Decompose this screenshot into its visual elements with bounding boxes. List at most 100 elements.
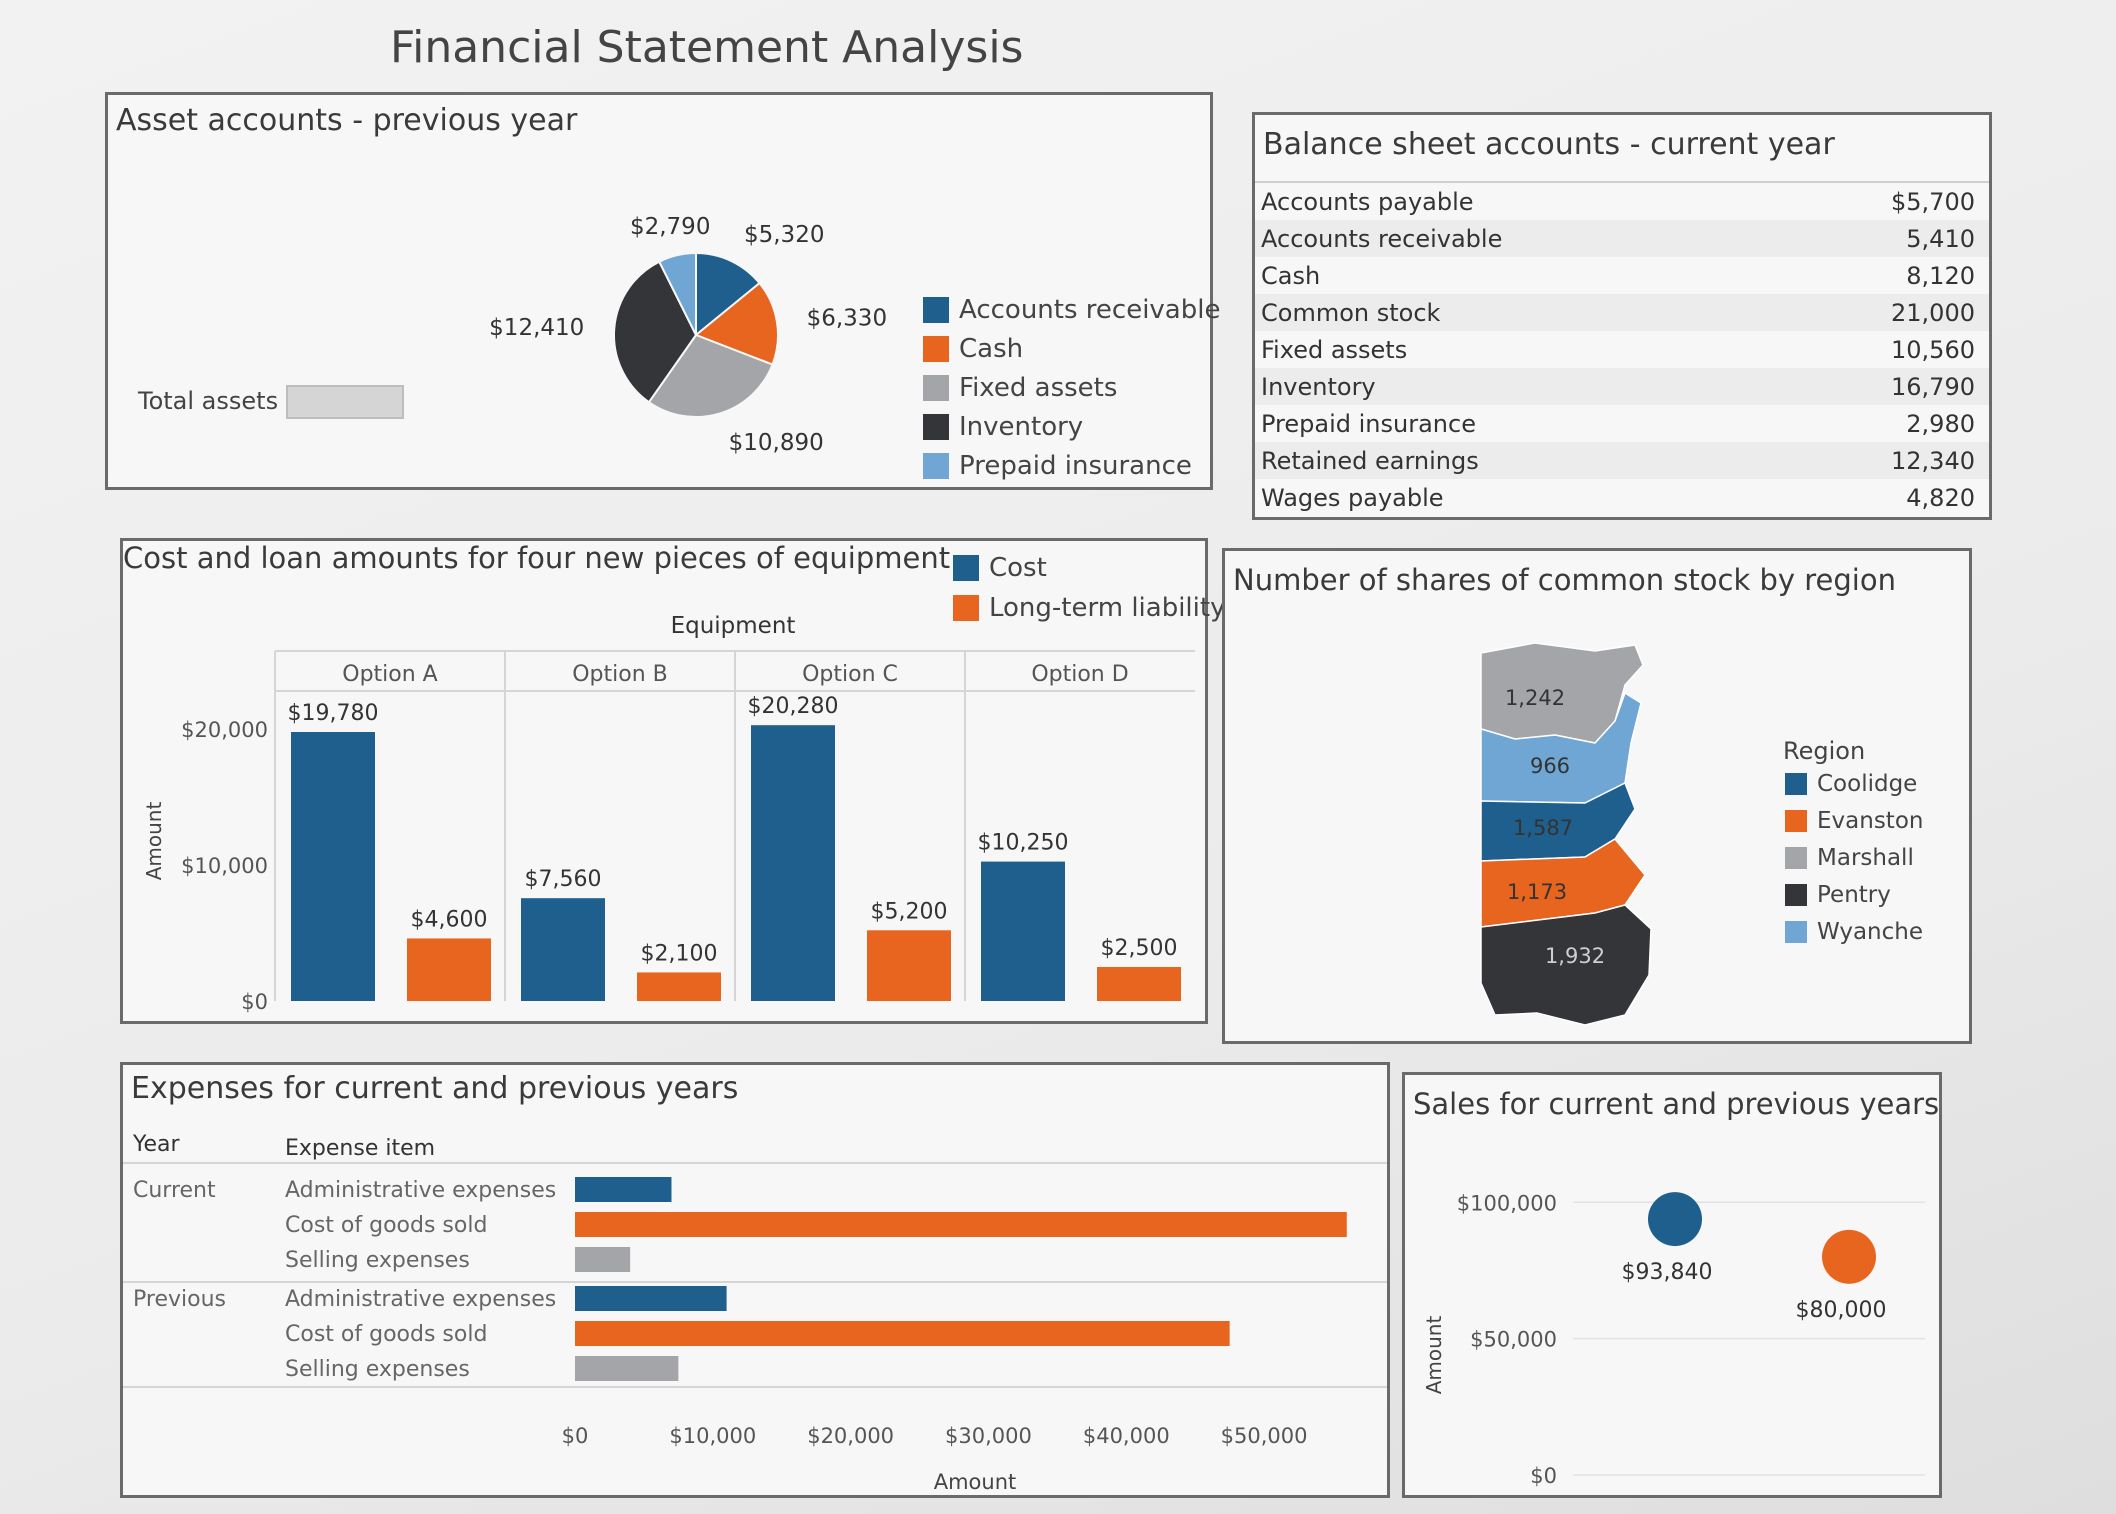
equipment-bar-chart: Equipment Option A $19,780 $4,600 Option B $7… [142, 613, 1195, 1014]
legend-label: Evanston [1817, 808, 1924, 834]
legend-label: Marshall [1817, 845, 1914, 871]
account-name: Prepaid insurance [1261, 409, 1476, 438]
bar-option-c-long-term-liability[interactable] [867, 930, 951, 1001]
region-pentry[interactable] [1480, 904, 1652, 1026]
balance-sheet-title: Balance sheet accounts - current year [1263, 127, 1835, 162]
legend-label: Cash [959, 334, 1024, 364]
region-legend-item-pentry: Pentry [1785, 882, 1891, 908]
account-name: Cash [1261, 261, 1321, 290]
bar-label-option-b-cost: $7,560 [525, 867, 602, 892]
pie-slice-fixed-assets[interactable] [647, 333, 774, 418]
region-legend-title: Region [1783, 737, 1866, 765]
account-name: Common stock [1261, 298, 1441, 327]
legend-swatch [1785, 884, 1807, 906]
legend-swatch [1785, 810, 1807, 832]
x-tick-label: $50,000 [1221, 1424, 1308, 1448]
pie-label-prepaid-insurance: $2,790 [630, 214, 710, 240]
category-label-option-b: Option B [572, 662, 668, 687]
pie-slice-inventory[interactable] [613, 260, 698, 404]
shares-panel: Number of shares of common stock by regi… [1222, 548, 1972, 1044]
sales-label-current-year: $93,840 [1622, 1260, 1713, 1285]
expenses-bar-chart: Year Expense item Current Administrative ex… [123, 1132, 1387, 1494]
sales-point-current-year[interactable] [1648, 1192, 1702, 1247]
expense-bar-current-selling-expenses[interactable] [575, 1247, 631, 1272]
total-assets-filter[interactable] [286, 385, 404, 419]
shares-title: Number of shares of common stock by regi… [1233, 563, 1896, 597]
table-row: Accounts payable $5,700 [1255, 183, 1989, 220]
expenses-panel: Expenses for current and previous years … [120, 1062, 1390, 1498]
expense-label: Selling expenses [285, 1357, 470, 1382]
account-value: 2,980 [1906, 409, 1975, 438]
table-row: Accounts receivable 5,410 [1255, 220, 1989, 257]
legend-swatch [1785, 921, 1807, 943]
bar-label-option-c-cost: $20,280 [748, 694, 839, 719]
account-name: Fixed assets [1261, 335, 1408, 364]
pie-slice-cash[interactable] [694, 281, 779, 366]
expense-label: Cost of goods sold [285, 1322, 487, 1347]
year-header: Year [132, 1132, 181, 1157]
equipment-panel: Cost and loan amounts for four new piece… [120, 538, 1225, 1024]
bar-option-b-long-term-liability[interactable] [637, 972, 721, 1001]
pie-label-inventory: $12,410 [489, 315, 584, 341]
balance-sheet-panel: Balance sheet accounts - current year Ac… [1252, 112, 1992, 520]
page-title: Financial Statement Analysis [390, 22, 1024, 73]
category-label-option-c: Option C [802, 662, 898, 687]
bar-option-a-cost[interactable] [291, 731, 375, 1001]
legend-label: Fixed assets [959, 373, 1118, 403]
table-row: Cash 8,120 [1255, 257, 1989, 294]
legend-swatch [923, 375, 949, 401]
account-value: $5,700 [1891, 187, 1975, 216]
legend-label: Prepaid insurance [959, 451, 1192, 481]
pie-label-accounts-receivable: $5,320 [744, 222, 824, 248]
y-axis-label: Amount [1422, 1316, 1446, 1395]
bar-option-c-cost[interactable] [751, 725, 835, 1001]
x-tick-label: $0 [562, 1424, 589, 1448]
expense-bar-current-administrative-expenses[interactable] [575, 1177, 672, 1202]
sales-point-previous-year[interactable] [1822, 1229, 1876, 1284]
expense-item-header: Expense item [285, 1136, 435, 1161]
expense-label: Administrative expenses [285, 1178, 556, 1203]
region-value-pentry: 1,932 [1545, 944, 1605, 968]
legend-swatch [1785, 847, 1807, 869]
bar-option-a-long-term-liability[interactable] [407, 938, 491, 1001]
account-value: 21,000 [1891, 298, 1975, 327]
pie-slice-prepaid-insurance[interactable] [657, 251, 697, 336]
legend-swatch [923, 336, 949, 362]
pie-legend-item-prepaid-insurance: Prepaid insurance [923, 451, 1192, 481]
legend-label: Wyanche [1817, 919, 1923, 945]
table-row: Wages payable 4,820 [1255, 479, 1989, 516]
category-label-option-d: Option D [1031, 662, 1128, 687]
region-legend-item-marshall: Marshall [1785, 845, 1914, 871]
legend-cost: Cost [953, 553, 1047, 583]
region-legend-item-evanston: Evanston [1785, 808, 1923, 834]
y-axis-label: Amount [142, 802, 166, 881]
bar-option-d-long-term-liability[interactable] [1097, 967, 1181, 1001]
bar-option-b-cost[interactable] [521, 898, 605, 1001]
expenses-title: Expenses for current and previous years [131, 1071, 739, 1106]
bar-option-d-cost[interactable] [981, 861, 1065, 1001]
account-name: Inventory [1261, 372, 1376, 401]
legend-liability-swatch [953, 595, 979, 621]
year-label-current: Current [133, 1178, 216, 1203]
pie-legend-item-inventory: Inventory [923, 412, 1083, 442]
category-label-option-a: Option A [342, 662, 437, 687]
expense-bar-current-cost-of-goods-sold[interactable] [575, 1212, 1347, 1237]
x-tick-label: $30,000 [945, 1424, 1032, 1448]
pie-slice-accounts-receivable[interactable] [695, 251, 761, 338]
expense-bar-previous-administrative-expenses[interactable] [575, 1286, 727, 1311]
x-tick-label: $10,000 [669, 1424, 756, 1448]
asset-accounts-title: Asset accounts - previous year [116, 103, 578, 138]
expense-label: Administrative expenses [285, 1287, 556, 1312]
expense-label: Cost of goods sold [285, 1213, 487, 1238]
bar-label-option-a-long-term-liability: $4,600 [411, 907, 488, 932]
region-value-coolidge: 1,587 [1513, 816, 1573, 840]
pie-legend-item-accounts-receivable: Accounts receivable [923, 295, 1220, 325]
table-row: Prepaid insurance 2,980 [1255, 405, 1989, 442]
expense-bar-previous-selling-expenses[interactable] [575, 1356, 679, 1381]
asset-accounts-panel: Asset accounts - previous year Total ass… [105, 92, 1220, 490]
account-value: 10,560 [1891, 335, 1975, 364]
expense-bar-previous-cost-of-goods-sold[interactable] [575, 1321, 1230, 1346]
bar-label-option-b-long-term-liability: $2,100 [641, 941, 718, 966]
legend-swatch [923, 297, 949, 323]
